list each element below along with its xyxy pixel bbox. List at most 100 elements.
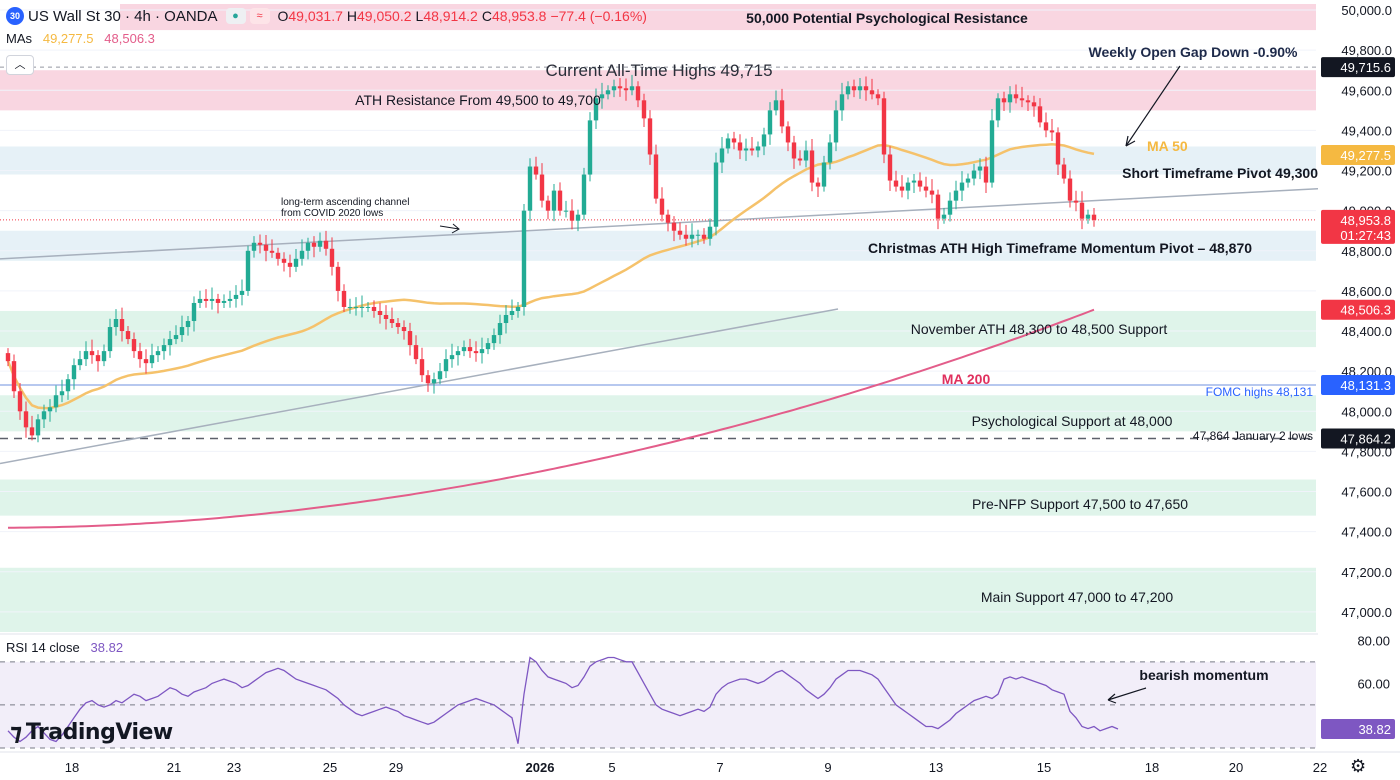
candle-body [671, 222, 677, 231]
candle-body [341, 290, 347, 307]
candle [263, 234, 269, 262]
price-label: 48,506.3 [1340, 303, 1391, 318]
candle-body [839, 94, 845, 111]
zone-label: Pre-NFP Support 47,500 to 47,650 [972, 496, 1188, 512]
candle-body [299, 250, 305, 259]
candle-body [743, 148, 749, 151]
candle-body [953, 190, 959, 201]
price-axis[interactable]: 50,000.0 49,800.0 49,600.0 49,400.0 49,200.0… [1318, 0, 1400, 780]
candle-body [809, 150, 815, 183]
candle [197, 290, 203, 308]
candle-body [1019, 98, 1025, 101]
candle-body [473, 351, 479, 354]
collapse-legend-button[interactable]: ︿ [6, 55, 34, 75]
candle-body [707, 226, 713, 239]
candle [749, 137, 755, 156]
candle-body [407, 331, 413, 346]
gap-label: Weekly Open Gap Down -0.90% [1088, 44, 1298, 60]
zone-label: Christmas ATH High Timeframe Momentum Pi… [868, 240, 1252, 256]
candle [755, 141, 761, 158]
candle-body [59, 391, 65, 396]
channel-arrow [439, 223, 460, 234]
time-tick-label: 15 [1037, 760, 1051, 775]
candle [383, 305, 389, 330]
time-axis[interactable]: 18 21 23 25 29 2026 5 7 9 13 15 18 20 22 [0, 751, 1400, 775]
candle [413, 335, 419, 365]
ma-legend[interactable]: MAs 49,277.5 48,506.3 [6, 31, 155, 46]
candle-body [209, 298, 215, 301]
gap-arrow [1125, 65, 1181, 147]
gear-icon[interactable]: ⚙ [1350, 756, 1367, 776]
candle [401, 320, 407, 340]
candle [239, 279, 245, 306]
channel-label-line2: from COVID 2020 lows [281, 208, 383, 219]
candle [185, 316, 191, 336]
tradingview-logo[interactable]: ⁊ TradingView [10, 718, 173, 746]
candle-body [125, 331, 131, 340]
candle-body [17, 391, 23, 412]
candle-body [869, 90, 875, 95]
symbol-title[interactable]: US Wall St 30 · 4h · OANDA [28, 7, 218, 25]
candle-body [185, 321, 191, 328]
rsi-legend[interactable]: RSI 14 close 38.82 [6, 640, 123, 655]
candle [83, 341, 89, 366]
candle-body [899, 186, 905, 191]
candle [689, 223, 695, 248]
candle-body [527, 166, 533, 211]
time-tick-label: 18 [1145, 760, 1159, 775]
candle-body [77, 359, 83, 366]
market-status-icon[interactable]: ● [225, 8, 246, 24]
candle [47, 399, 53, 422]
price-tick-label: 49,600.0 [1341, 83, 1392, 98]
ath-label: Current All-Time Highs 49,715 [545, 61, 772, 80]
candle [395, 318, 401, 334]
candle [581, 167, 587, 220]
candle-body [995, 98, 1001, 121]
price-tick-label: 48,400.0 [1341, 324, 1392, 339]
price-tick-label: 47,000.0 [1341, 605, 1392, 620]
candle-body [449, 355, 455, 360]
candle-body [1049, 130, 1055, 133]
candle-body [731, 138, 737, 143]
candle [767, 102, 773, 145]
candle [707, 218, 713, 246]
candle-body [167, 339, 173, 346]
price-tick-label: 48,600.0 [1341, 284, 1392, 299]
candle-body [269, 250, 275, 253]
channel-upper-line [0, 187, 1321, 260]
ohlc-key: H [346, 8, 358, 24]
candle [1001, 91, 1007, 111]
candle-body [101, 351, 107, 362]
rsi-tick-label: 60.00 [1357, 676, 1390, 691]
candle-body [593, 98, 599, 121]
candle [575, 209, 581, 232]
fomc-label: FOMC highs 48,131 [1206, 385, 1314, 399]
candle-body [881, 98, 887, 155]
candle [311, 236, 317, 258]
candle [941, 208, 947, 224]
candle-body [287, 262, 293, 267]
price-label-bg [1321, 144, 1395, 165]
candle [479, 337, 485, 364]
candle-body [119, 319, 125, 332]
data-status-icon[interactable]: ≈ [249, 8, 270, 24]
candle [293, 248, 299, 272]
candle [1031, 95, 1037, 117]
candle [1007, 86, 1013, 113]
rsi-tick-label: 80.00 [1357, 633, 1390, 648]
candle-body [371, 306, 377, 311]
candle [1091, 208, 1097, 227]
candle [437, 362, 443, 385]
candle [203, 289, 209, 308]
candle [887, 146, 893, 192]
candle [533, 156, 539, 180]
ma200-legend-value: 48,506.3 [104, 31, 155, 46]
candle [137, 342, 143, 368]
candle-body [281, 258, 287, 263]
zone-label: November ATH 48,300 to 48,500 Support [911, 321, 1168, 337]
candle [179, 315, 185, 342]
candle-body [941, 214, 947, 219]
candle [503, 305, 509, 334]
channel-label-line1: long-term ascending channel [281, 197, 409, 208]
